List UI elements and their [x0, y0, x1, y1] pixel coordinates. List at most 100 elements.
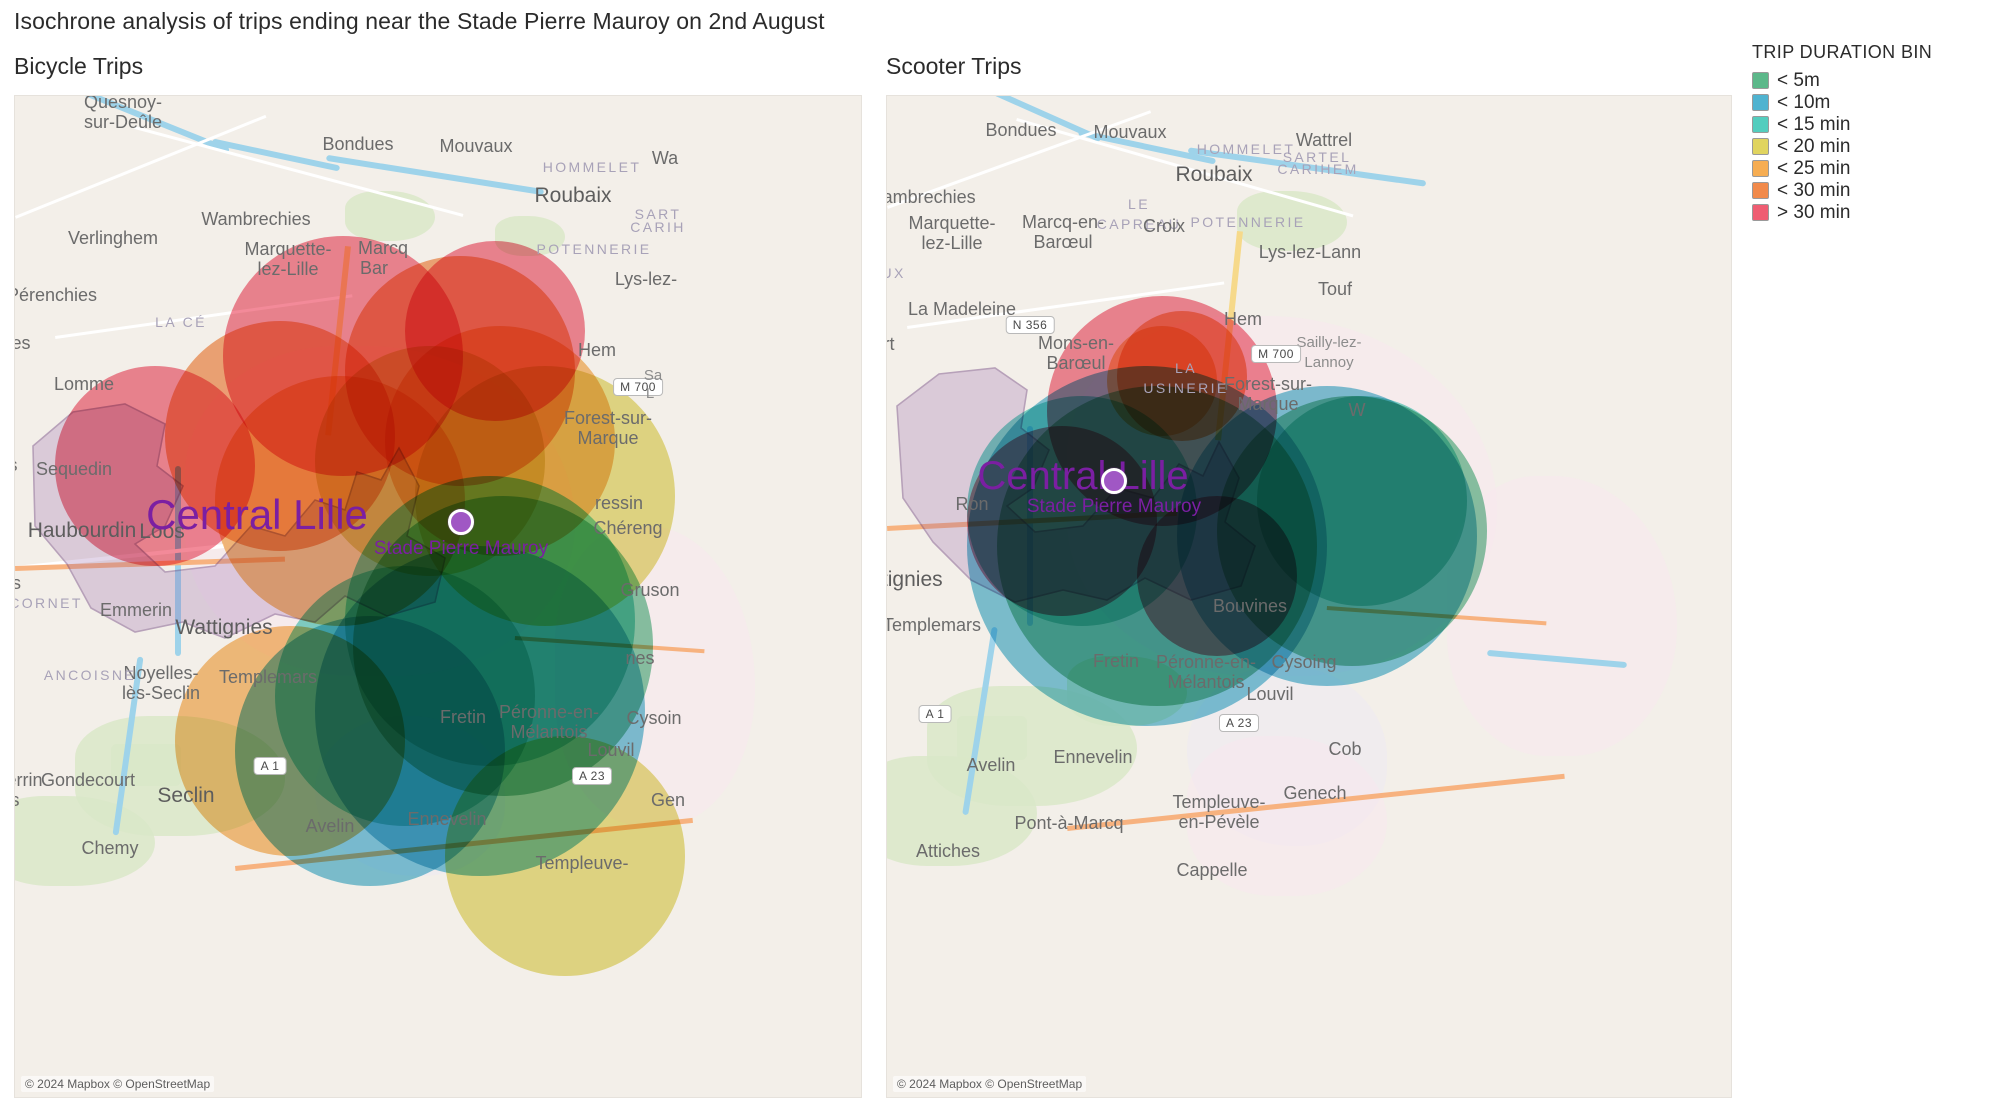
- legend-label-0: < 5m: [1777, 69, 1820, 91]
- legend-item-3[interactable]: < 20 min: [1752, 135, 1992, 158]
- map-canvas-bicycle[interactable]: Quesnoy-sur-Deûle Bondues Mouvaux HOMMELET W…: [15, 96, 861, 1097]
- place-label: Verlinghem: [67, 228, 159, 248]
- place-label: ques: [15, 333, 31, 353]
- panel-title-bicycle: Bicycle Trips: [14, 53, 144, 79]
- isochrone-5min: [353, 496, 653, 796]
- panel-title-scooter: Scooter Trips: [886, 53, 1022, 79]
- place-label: Marcq: [357, 238, 409, 258]
- place-label: Cysoing: [1271, 652, 1337, 672]
- map-canvas-scooter[interactable]: Quesnoy-sur-DeûleBonduesMouvauxHOMMELETW…: [887, 96, 1731, 1097]
- place-label: Mouvaux: [439, 136, 513, 156]
- place-label: Touf: [1317, 279, 1353, 299]
- place-label: Lomme: [53, 374, 115, 394]
- place-label: Cob: [1328, 739, 1362, 759]
- place-label: Forest-sur- Marque: [563, 408, 653, 448]
- place-label: Gondecourt: [40, 770, 136, 790]
- place-label: Wambrechies: [887, 187, 976, 207]
- place-label: Sequedin: [35, 459, 113, 479]
- stadium-marker[interactable]: [448, 509, 474, 535]
- map-attribution[interactable]: © 2024 Mapbox © OpenStreetMap: [893, 1076, 1087, 1092]
- place-label: Noyelles-lès-Seclin: [121, 663, 201, 703]
- place-label: LESMUCHAUX: [887, 265, 906, 281]
- place-label: Ennevelin: [1053, 747, 1133, 767]
- place-label: Bondues: [322, 134, 394, 154]
- place-label: Fretin: [1092, 651, 1140, 671]
- legend-label-1: < 10m: [1777, 91, 1831, 113]
- place-label: Sa: [643, 367, 663, 384]
- place-label: Pont-à-Marcq: [1014, 813, 1124, 833]
- place-label: Sailly-lez- Lannoy: [1296, 334, 1362, 371]
- place-label: Hem: [1223, 309, 1263, 329]
- place-label: Pérenchies: [15, 285, 98, 305]
- legend-item-4[interactable]: < 25 min: [1752, 157, 1992, 180]
- legend-item-2[interactable]: < 15 min: [1752, 113, 1992, 136]
- place-label: Bar: [359, 258, 389, 278]
- place-label: Attiches: [915, 841, 981, 861]
- place-label: LA USINERIE: [1143, 360, 1229, 396]
- legend-item-0[interactable]: < 5m: [1752, 69, 1992, 92]
- place-label: Loos: [139, 520, 185, 543]
- place-label: Gen: [650, 790, 686, 810]
- stadium-marker[interactable]: [1101, 468, 1127, 494]
- place-label: Cysoin: [626, 708, 682, 728]
- place-label: Roubaix: [534, 184, 612, 207]
- place-label: Chéreng: [593, 518, 663, 538]
- place-label: ANCOISNE: [43, 667, 137, 683]
- map-attribution[interactable]: © 2024 Mapbox © OpenStreetMap: [21, 1076, 215, 1092]
- place-label: Avelin: [966, 755, 1016, 775]
- place-label: Forest-sur- Marque: [1223, 374, 1313, 414]
- place-label: ressin: [594, 493, 644, 513]
- road-shield-label: A 23: [571, 767, 613, 785]
- legend-item-5[interactable]: < 30 min: [1752, 179, 1992, 202]
- place-label: Louvil: [1246, 684, 1294, 704]
- place-label: Marquette-lez-Lille: [908, 213, 996, 253]
- place-label: Herrin: [15, 770, 43, 790]
- legend-title: TRIP DURATION BIN: [1752, 42, 1933, 62]
- legend: TRIP DURATION BIN < 5m < 10m < 15 min < 20 …: [1752, 42, 1992, 223]
- place-label: SART: [634, 206, 682, 222]
- place-label: Wa: [651, 148, 679, 168]
- place-label: LE CAPREAU: [1096, 196, 1182, 232]
- legend-swatch-3: [1752, 138, 1769, 155]
- place-label: nes: [625, 648, 655, 668]
- central-lille-label: Central Lille: [977, 454, 1189, 498]
- place-label: Mons-en- Barœul: [1037, 333, 1115, 373]
- place-label: Ron: [955, 494, 989, 514]
- page-title: Isochrone analysis of trips ending near …: [14, 8, 825, 34]
- road-shield-label: N 356: [1005, 316, 1055, 334]
- place-label: LA CÉ: [155, 314, 207, 330]
- map-panel-scooter[interactable]: Quesnoy-sur-DeûleBonduesMouvauxHOMMELETW…: [886, 95, 1732, 1098]
- place-label: Wambrechies: [201, 209, 311, 229]
- place-label: Gruson: [620, 580, 680, 600]
- road-shield-label: A 23: [1218, 714, 1260, 732]
- legend-items: < 5m < 10m < 15 min < 20 min < 25 min < 30 mi…: [1752, 69, 1992, 224]
- road-shield-label: M 700: [613, 378, 663, 396]
- place-label: Bondues: [985, 120, 1057, 140]
- stadium-label: Stade Pierre Mauroy: [1026, 496, 1202, 517]
- legend-label-2: < 15 min: [1777, 113, 1851, 135]
- legend-swatch-2: [1752, 116, 1769, 133]
- legend-item-1[interactable]: < 10m: [1752, 91, 1992, 114]
- place-label: W: [1348, 400, 1366, 420]
- place-label: Cappelle: [1176, 860, 1248, 880]
- place-label: Wattrel: [1295, 130, 1353, 150]
- place-label: POTENNERIE: [536, 241, 652, 257]
- place-label: Péronne-en- Mélantois: [1155, 652, 1257, 692]
- place-label: Templeuve-: [535, 853, 629, 873]
- place-label: HOMMELET: [1196, 141, 1296, 157]
- legend-label-3: < 20 min: [1777, 135, 1851, 157]
- legend-label-6: > 30 min: [1777, 201, 1851, 223]
- place-label: Genech: [1283, 783, 1347, 803]
- isochrone-5min: [1217, 396, 1487, 666]
- place-label: CARIH: [630, 219, 686, 235]
- place-label: Emmerin: [99, 600, 173, 620]
- legend-swatch-5: [1752, 182, 1769, 199]
- map-panel-bicycle[interactable]: Quesnoy-sur-Deûle Bondues Mouvaux HOMMELET W…: [14, 95, 862, 1098]
- place-label: los: [15, 455, 18, 475]
- place-label: ais: [15, 790, 20, 810]
- legend-item-6[interactable]: > 30 min: [1752, 201, 1992, 224]
- place-label: Marquette-lez-Lille: [244, 239, 332, 279]
- place-label: Templemars: [218, 667, 318, 687]
- place-label: Roubaix: [1175, 163, 1253, 186]
- place-label: Bouvines: [1212, 596, 1288, 616]
